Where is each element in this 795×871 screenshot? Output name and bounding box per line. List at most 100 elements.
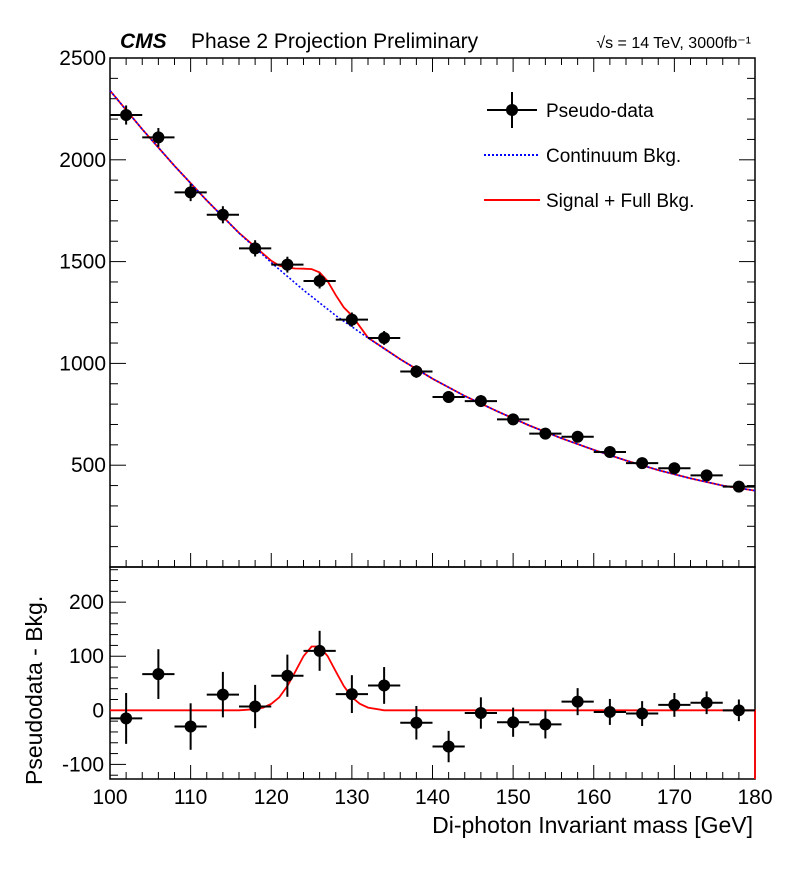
data-marker (603, 705, 616, 718)
data-marker (700, 696, 713, 709)
main-panel: 500 1000 1500 2000 2500 (59, 47, 756, 568)
ratio-y-axis-title: Pseudodata - Bkg. (21, 596, 47, 785)
data-point (142, 649, 175, 699)
data-marker (249, 700, 262, 713)
continuum-bkg-curve (109, 90, 756, 492)
data-marker (313, 274, 326, 287)
data-point (561, 430, 594, 443)
data-point (464, 697, 497, 729)
x-tick-label: 170 (657, 786, 692, 809)
data-point (239, 240, 272, 257)
data-point (658, 693, 691, 717)
x-tick-label: 150 (496, 786, 531, 809)
data-marker (668, 462, 681, 475)
y-tick-label: 0 (92, 699, 104, 722)
data-point (497, 707, 530, 737)
x-tick-label: 180 (737, 786, 772, 809)
data-marker (474, 707, 487, 720)
data-point (593, 698, 626, 725)
data-marker (442, 390, 455, 403)
data-point (368, 667, 401, 704)
data-marker (345, 313, 358, 326)
data-marker (507, 413, 520, 426)
data-point (593, 445, 626, 458)
ratio-panel: -100 0 100 200 100 110 120 130 140 150 160 170 180 (62, 566, 773, 809)
x-tick-label: 160 (576, 786, 611, 809)
data-marker (442, 740, 455, 753)
data-marker (281, 258, 294, 271)
data-marker (345, 688, 358, 701)
data-point (206, 206, 239, 224)
data-marker (603, 445, 616, 458)
data-point (561, 688, 594, 716)
legend-label-signal: Signal + Full Bkg. (546, 191, 694, 212)
x-tick-label: 110 (174, 786, 207, 809)
data-marker (507, 716, 520, 729)
data-point (110, 105, 143, 125)
data-marker (313, 644, 326, 657)
data-marker (378, 331, 391, 344)
data-point (432, 730, 465, 763)
y-tick-label: 100 (69, 645, 104, 668)
status-label: Phase 2 Projection Preliminary (191, 30, 479, 53)
data-point (303, 273, 336, 289)
data-marker (410, 365, 423, 378)
legend-label-data: Pseudo-data (546, 101, 654, 122)
x-tick-label: 140 (415, 786, 450, 809)
data-point (303, 630, 336, 671)
x-tick-label: 100 (92, 786, 127, 809)
x-tick-label: 130 (334, 786, 369, 809)
data-point (722, 480, 755, 493)
data-point (690, 469, 723, 482)
data-marker (539, 718, 552, 731)
data-marker (184, 720, 197, 733)
data-marker (571, 695, 584, 708)
data-point (110, 693, 143, 744)
data-marker (216, 208, 229, 221)
legend-entry-continuum: Continuum Bkg. (484, 146, 681, 167)
data-marker (378, 679, 391, 692)
data-point (174, 703, 207, 750)
data-marker (120, 109, 133, 122)
data-marker (732, 704, 745, 717)
y-tick-label: -100 (62, 753, 104, 776)
data-point (206, 671, 239, 718)
main-y-tick-labels: 500 1000 1500 2000 2500 (59, 47, 106, 477)
data-marker (732, 480, 745, 493)
x-tick-labels: 100 110 120 130 140 150 160 170 180 (92, 786, 772, 809)
data-marker (152, 131, 165, 144)
data-marker (571, 430, 584, 443)
legend-entry-signal: Signal + Full Bkg. (484, 191, 694, 212)
data-marker (120, 712, 133, 725)
legend-label-continuum: Continuum Bkg. (546, 146, 681, 167)
y-tick-label: 500 (71, 454, 106, 477)
legend: Pseudo-data Continuum Bkg. Signal + Full… (484, 92, 694, 212)
data-point (335, 312, 368, 327)
data-marker (281, 669, 294, 682)
data-marker (636, 707, 649, 720)
data-point (529, 710, 562, 739)
data-marker (184, 186, 197, 199)
data-point (497, 413, 530, 426)
data-point (368, 331, 401, 345)
x-tick-label: 120 (254, 786, 289, 809)
y-tick-label: 200 (69, 591, 104, 614)
main-plot-frame (109, 57, 756, 568)
data-point (464, 395, 497, 408)
data-marker (700, 469, 713, 482)
data-point (400, 365, 433, 378)
legend-data-marker (506, 104, 518, 116)
data-point (690, 691, 723, 715)
data-marker (668, 698, 681, 711)
data-marker (249, 242, 262, 255)
data-marker (152, 668, 165, 681)
data-point (174, 183, 207, 202)
data-marker (410, 716, 423, 729)
data-point (432, 390, 465, 403)
y-tick-label: 2000 (59, 149, 106, 172)
data-marker (216, 688, 229, 701)
data-point (658, 462, 691, 475)
main-axis-ticks (110, 57, 755, 567)
y-tick-label: 2500 (59, 47, 106, 70)
data-marker (474, 395, 487, 408)
